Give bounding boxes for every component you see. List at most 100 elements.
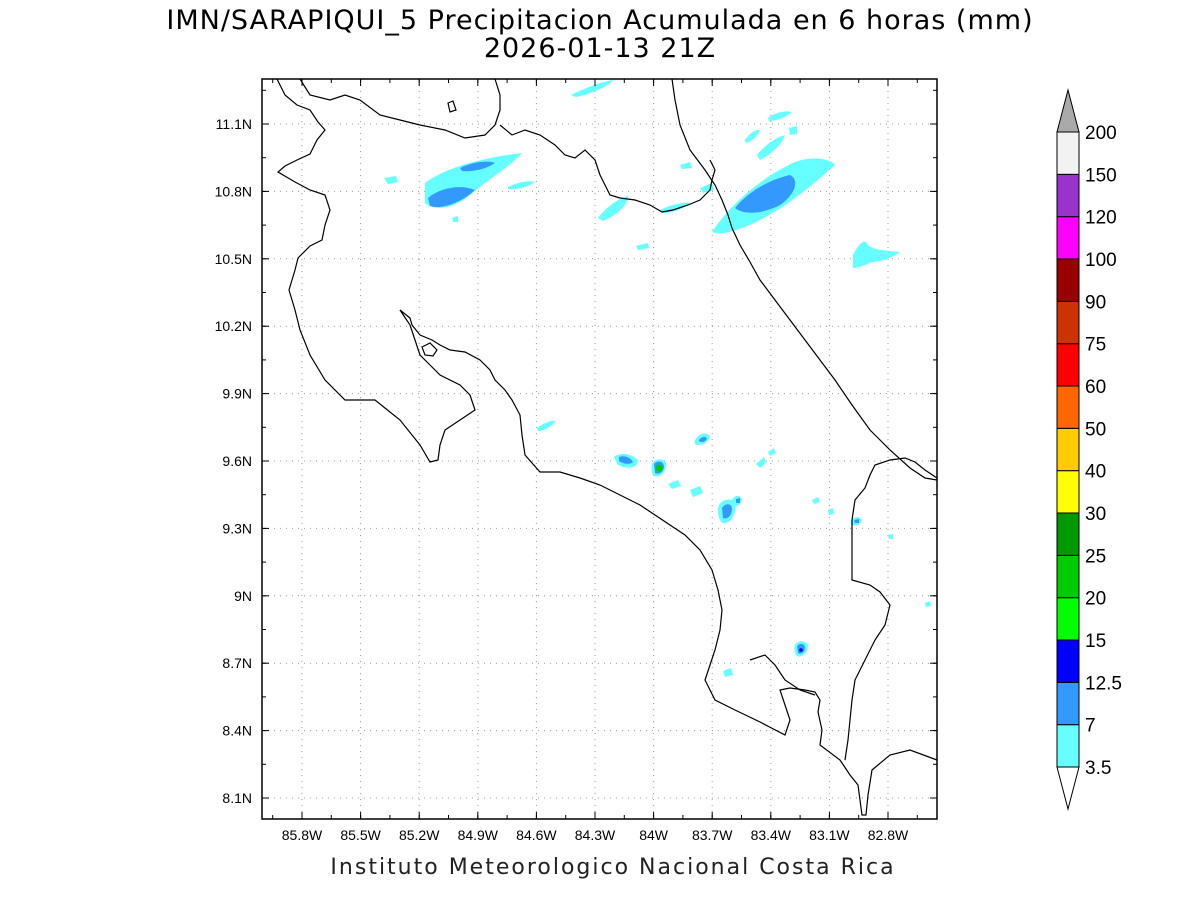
lon-tick-label: 84.9W (458, 827, 499, 843)
precip-area (384, 176, 398, 184)
colorbar-lower-arrow (1056, 766, 1080, 811)
lat-tick-label: 8.7N (222, 655, 252, 671)
precipitation-shading (384, 80, 931, 677)
precip-area (680, 162, 692, 169)
caribbean-coast (671, 78, 938, 481)
lat-tick-label: 11.1N (216, 116, 252, 132)
colorbar-segment (1056, 173, 1080, 218)
precip-area (598, 196, 628, 221)
precip-area (452, 216, 458, 222)
lat-tick-label: 8.4N (222, 723, 252, 739)
colorbar-label: 20 (1085, 589, 1106, 610)
colorbar-segment (1056, 131, 1080, 175)
colorbar-segment (1056, 216, 1080, 260)
precip-area (690, 486, 703, 497)
lat-tick-label: 9.9N (222, 386, 252, 402)
precip-area (789, 126, 797, 135)
colorbar-segment (1056, 512, 1080, 556)
lat-tick-label: 10.5N (215, 251, 252, 267)
lon-tick-label: 84.6W (516, 827, 557, 843)
lake-nicaragua (299, 78, 501, 139)
precip-area (636, 243, 649, 250)
colorbar-label: 50 (1085, 419, 1106, 440)
colorbar-label: 200 (1085, 123, 1117, 144)
nicaragua-border (276, 78, 476, 463)
colorbar-label: 60 (1085, 377, 1106, 398)
precip-area (888, 534, 893, 539)
precip-area (537, 420, 556, 431)
colorbar-segment (1056, 554, 1080, 599)
map-background (262, 79, 937, 819)
island (447, 100, 457, 113)
colorbar-label: 30 (1085, 504, 1106, 525)
precip-area (571, 80, 614, 97)
lat-tick-label: 9N (234, 588, 252, 604)
precip-area (799, 648, 803, 652)
lon-tick-label: 85.8W (282, 827, 323, 843)
colorbar-label: 12.5 (1085, 673, 1122, 694)
nicoya-gulf (399, 309, 938, 816)
colorbar-label: 3.5 (1085, 758, 1111, 779)
map-title: IMN/SARAPIQUI_5 Precipitacion Acumulada … (166, 5, 1034, 36)
colorbar-label: 90 (1085, 292, 1106, 313)
lat-tick-label: 9.3N (222, 520, 252, 536)
lon-tick-label: 83.7W (692, 827, 733, 843)
precip-area (508, 181, 535, 190)
lon-tick-label: 84.3W (575, 827, 616, 843)
precip-area (854, 519, 859, 523)
precip-area (757, 135, 785, 160)
precip-area (723, 668, 733, 677)
precip-area (619, 456, 633, 464)
colorbar-segment (1056, 258, 1080, 302)
footer-credit: Instituto Meteorologico Nacional Costa R… (330, 855, 896, 880)
colorbar-segment (1056, 470, 1080, 514)
lon-tick-label: 85.5W (340, 827, 381, 843)
colorbar-label: 75 (1085, 335, 1106, 356)
precip-area (428, 187, 475, 208)
colorbar-label: 40 (1085, 462, 1106, 483)
precip-area (768, 111, 792, 121)
colorbar-segment (1056, 597, 1080, 641)
precip-area (812, 497, 820, 504)
colorbar-label: 150 (1085, 165, 1117, 186)
lat-tick-label: 10.2N (215, 318, 252, 334)
panama-border (844, 457, 938, 761)
colorbar-segment (1056, 681, 1080, 726)
san-juan-river (499, 124, 716, 213)
colorbar-label: 100 (1085, 250, 1117, 271)
lon-tick-label: 83.1W (809, 827, 850, 843)
precip-area (745, 129, 760, 143)
osa-peninsula (749, 654, 816, 696)
precip-area (828, 508, 834, 515)
precip-area (735, 175, 796, 213)
colorbar-label: 120 (1085, 208, 1117, 229)
colorbar-segment (1056, 300, 1080, 345)
colorbar-segment (1056, 639, 1080, 683)
precip-area (722, 504, 732, 519)
lon-tick-label: 83.4W (751, 827, 792, 843)
precip-area (768, 448, 776, 456)
colorbar-upper-arrow (1056, 88, 1080, 133)
precip-area (736, 498, 740, 503)
colorbar-segment (1056, 724, 1080, 768)
precip-area (668, 480, 681, 489)
precip-area (853, 241, 900, 268)
precip-area (655, 464, 663, 472)
precip-area (460, 161, 495, 172)
colorbar-segment (1056, 427, 1080, 472)
lon-tick-label: 84W (639, 827, 669, 843)
lat-tick-label: 8.1N (222, 790, 252, 806)
axis-ticks: 11.1N 10.8N 10.5N 10.2N 9.9N 9.6N 9.3N 9N 8.7N 8.… (215, 79, 937, 843)
colorbar-label: 25 (1085, 546, 1106, 567)
precip-area (756, 457, 766, 468)
colorbar-segment (1056, 343, 1080, 387)
precip-area (699, 436, 707, 443)
lat-tick-label: 10.8N (215, 183, 252, 199)
colorbar-label: 15 (1085, 631, 1106, 652)
precip-area (925, 601, 931, 607)
nicoya-island (421, 342, 438, 357)
map-valid-time: 2026-01-13 21Z (483, 33, 717, 64)
colorbar: 3.5 7 12.5 15 20 25 30 40 50 60 75 90 100 120 150 200 (1056, 88, 1122, 811)
colorbar-label: 7 (1085, 716, 1096, 737)
